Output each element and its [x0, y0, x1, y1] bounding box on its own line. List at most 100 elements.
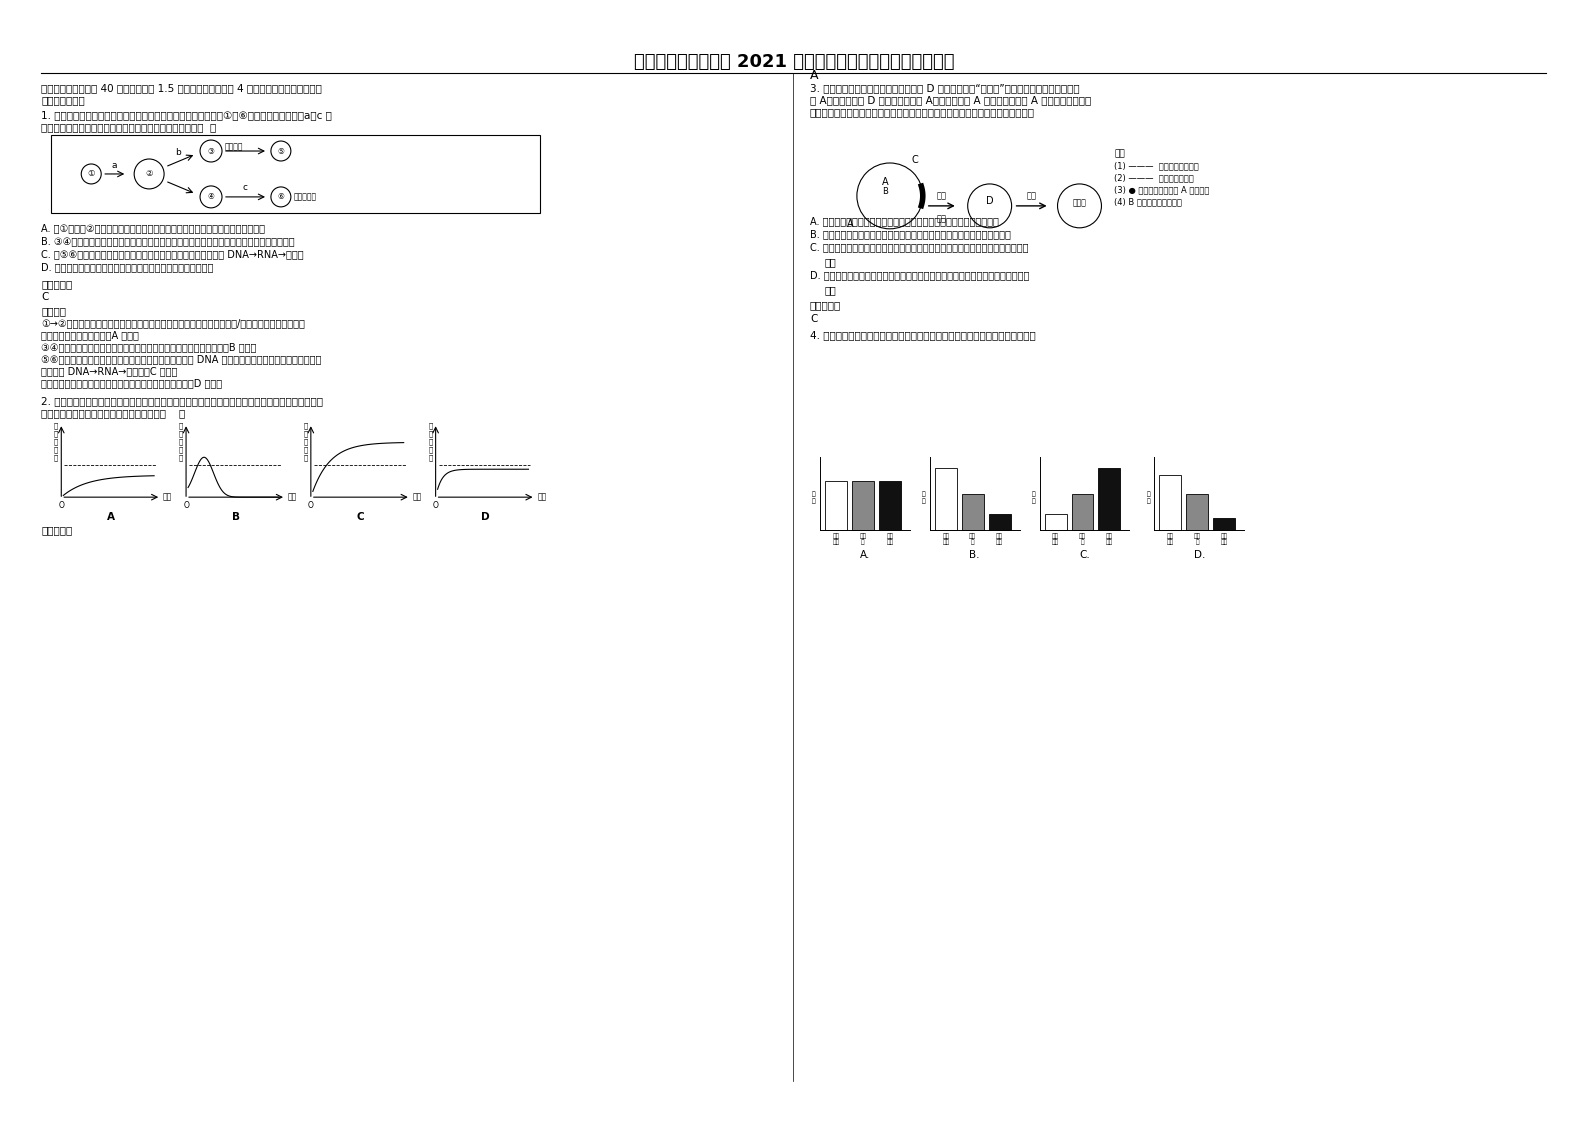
Text: 生后
殖期: 生后 殖期 [1106, 533, 1112, 545]
Text: 递方向为 DNA→RNA→蛋白质。C 正确；: 递方向为 DNA→RNA→蛋白质。C 正确； [41, 367, 178, 377]
Text: 浓: 浓 [428, 445, 433, 452]
Text: D. 在含氨苄青霉素的培养基上不能生长繁殖，但在含四环素的培育基能生长繁殖的: D. 在含氨苄青霉素的培养基上不能生长繁殖，但在含四环素的培育基能生长繁殖的 [809, 269, 1030, 279]
Text: 进行物质交换的能力减弱。A 错误；: 进行物质交换的能力减弱。A 错误； [41, 331, 140, 341]
Text: 素: 素 [54, 438, 59, 444]
Text: A: A [846, 219, 854, 229]
Text: 细菌: 细菌 [825, 285, 836, 295]
Text: A.: A. [860, 550, 870, 560]
Text: 浓: 浓 [179, 445, 183, 452]
Text: 重庆秀山县官桥中学 2021 年高三生物上学期期末试题含解析: 重庆秀山县官桥中学 2021 年高三生物上学期期末试题含解析 [633, 53, 954, 72]
Text: ⑤⑥高度分化已失去分裂能力，不能进行细胞分裂因而无 DNA 的复制，所以细胞内遗传信息的主要传: ⑤⑥高度分化已失去分裂能力，不能进行细胞分裂因而无 DNA 的复制，所以细胞内遗… [41, 355, 322, 365]
Text: 生: 生 [54, 422, 59, 429]
Bar [989, 514, 1011, 530]
Text: 上皮细胞: 上皮细胞 [225, 142, 243, 151]
Text: 浓: 浓 [54, 445, 59, 452]
Text: C: C [357, 512, 365, 522]
Text: D. 人在胚胎发育后期尾的消失是由于尾部细胞衰老死亡而实现的: D. 人在胚胎发育后期尾的消失是由于尾部细胞衰老死亡而实现的 [41, 261, 214, 272]
Bar [1071, 495, 1093, 530]
Text: 2. 将一盆栽植物横放于地，则其水平方向的主根近地一侧生长素浓度变化的曲线为（下图中虚线表示: 2. 将一盆栽植物横放于地，则其水平方向的主根近地一侧生长素浓度变化的曲线为（下… [41, 396, 324, 406]
Text: 对根生长既不促进也不抑制的生长素浓度）（    ）: 对根生长既不促进也不抑制的生长素浓度）（ ） [41, 408, 186, 419]
Text: C: C [41, 292, 49, 302]
Text: A. 与①相比，②的表面积／体积比值增大，与外界环境进行物质交换的能力也增强: A. 与①相比，②的表面积／体积比值增大，与外界环境进行物质交换的能力也增强 [41, 223, 265, 233]
Text: 生殖
期: 生殖 期 [970, 533, 976, 545]
Text: A: A [881, 177, 889, 187]
Text: 工程菌: 工程菌 [1073, 199, 1087, 208]
Text: 生殖
期: 生殖 期 [860, 533, 867, 545]
Text: C. 若⑤⑥己失去分裂能力，则其细胞内遗传信息的主要传递方向为 DNA→RNA→蛋白质: C. 若⑤⑥己失去分裂能力，则其细胞内遗传信息的主要传递方向为 DNA→RNA→… [41, 249, 305, 259]
Text: C: C [911, 155, 919, 165]
Text: 生幼
殖期: 生幼 殖期 [833, 533, 840, 545]
Text: O: O [59, 502, 63, 511]
Text: 示细胞所进行的生理过程。据图分析，下列叙述正确的是（  ）: 示细胞所进行的生理过程。据图分析，下列叙述正确的是（ ） [41, 122, 216, 132]
Text: 素: 素 [179, 438, 183, 444]
Text: 生后
殖期: 生后 殖期 [1220, 533, 1228, 545]
Text: 度: 度 [54, 454, 59, 460]
Text: 度: 度 [303, 454, 308, 460]
Text: ⑤: ⑤ [278, 147, 284, 156]
Text: 生殖
期: 生殖 期 [1079, 533, 1086, 545]
Text: B.: B. [970, 550, 979, 560]
Text: O: O [183, 502, 189, 511]
Text: a: a [111, 160, 117, 169]
Text: 4. 下列各图分别表示不同种群的三个年龄期个体数量，其中种群密度会增大的是: 4. 下列各图分别表示不同种群的三个年龄期个体数量，其中种群密度会增大的是 [809, 331, 1036, 341]
Text: O: O [433, 502, 438, 511]
Text: 浓: 浓 [303, 445, 308, 452]
Text: 生: 生 [179, 422, 183, 429]
Bar [1098, 469, 1120, 530]
Text: A. 在含氨苄青霉素的培养基和含四环素的培养基上均能生长繁殖的细胞: A. 在含氨苄青霉素的培养基和含四环素的培养基上均能生长繁殖的细胞 [809, 215, 998, 226]
Text: ③: ③ [208, 147, 214, 156]
Bar [879, 481, 901, 530]
Text: 生殖
期: 生殖 期 [1193, 533, 1201, 545]
Text: 参考答案：: 参考答案： [41, 278, 73, 288]
Text: 生后
殖期: 生后 殖期 [997, 533, 1003, 545]
Text: D: D [986, 196, 993, 206]
Bar [1187, 495, 1208, 530]
Text: A: A [809, 70, 819, 82]
Text: ②: ② [146, 169, 152, 178]
Text: 时间: 时间 [163, 493, 173, 502]
Text: 生: 生 [303, 422, 308, 429]
Text: 数
量: 数 量 [1147, 491, 1151, 504]
FancyBboxPatch shape [51, 135, 541, 213]
Text: 长: 长 [54, 430, 59, 436]
Text: 数
量: 数 量 [922, 491, 925, 504]
Bar [935, 469, 957, 530]
Text: 的基因能得到表达。能表明目的基因已与运载体结合，并被导入受体细胞的结果是: 的基因能得到表达。能表明目的基因已与运载体结合，并被导入受体细胞的结果是 [809, 107, 1035, 117]
Text: 骨骼肌细胞: 骨骼肌细胞 [294, 192, 317, 202]
Bar [825, 481, 847, 530]
Text: D: D [481, 512, 490, 522]
Text: 导入: 导入 [936, 191, 947, 200]
Text: 度: 度 [428, 454, 433, 460]
Text: C. 在含氨苄青霉素的培养基上能生长繁殖，但在含四环素的培育基不能生长繁殖的: C. 在含氨苄青霉素的培养基上能生长繁殖，但在含四环素的培育基不能生长繁殖的 [809, 242, 1028, 251]
Text: ④: ④ [208, 192, 214, 202]
Text: C: C [809, 314, 817, 323]
Text: 素: 素 [303, 438, 308, 444]
Text: B: B [232, 512, 240, 522]
Text: 长: 长 [428, 430, 433, 436]
Text: A: A [108, 512, 116, 522]
Text: (4) B 为生长激素合成基因: (4) B 为生长激素合成基因 [1114, 196, 1182, 206]
Text: 人在胚胎发育后期尾的消失是由于尾部细胞的程序性凋亡。D 错误。: 人在胚胎发育后期尾的消失是由于尾部细胞的程序性凋亡。D 错误。 [41, 378, 222, 388]
Bar [962, 495, 984, 530]
Text: D.: D. [1193, 550, 1205, 560]
Text: ①→②为细胞生长体积增大的过程，细胞体积增大则相对表面积（表面积/体积）减小，与外界环境: ①→②为细胞生长体积增大的过程，细胞体积增大则相对表面积（表面积/体积）减小，与… [41, 319, 305, 329]
Text: ⑥: ⑥ [278, 192, 284, 202]
Text: B: B [882, 187, 887, 196]
Text: 素: 素 [428, 438, 433, 444]
Text: 【详解】: 【详解】 [41, 306, 67, 316]
Text: 生幼
殖期: 生幼 殖期 [1166, 533, 1174, 545]
Text: (3) ● 为目的基因与质粒 A 的结合点: (3) ● 为目的基因与质粒 A 的结合点 [1114, 185, 1209, 194]
Text: 1. 下图为人体某早期胚胎所经历的生长发育阶段示意图。图中的①～⑥为各个时期的细胞，a～c 表: 1. 下图为人体某早期胚胎所经历的生长发育阶段示意图。图中的①～⑥为各个时期的细… [41, 110, 332, 120]
Bar [1214, 518, 1235, 530]
Text: 时间: 时间 [538, 493, 546, 502]
Text: O: O [308, 502, 314, 511]
Bar [852, 481, 874, 530]
Text: 参考答案：: 参考答案： [809, 301, 841, 311]
Bar [1160, 475, 1181, 530]
Text: ①: ① [87, 169, 95, 178]
Text: 时间: 时间 [413, 493, 422, 502]
Text: B. ③④均来源于早期胚细胞的有丝分裂，因此它们的遗传物质相同，基因表达的结果也将相同: B. ③④均来源于早期胚细胞的有丝分裂，因此它们的遗传物质相同，基因表达的结果也… [41, 236, 295, 246]
Text: 数
量: 数 量 [813, 491, 816, 504]
Text: 3. 下图是将人的生长激素基因导入细菌 D 细胞内，产生“工程菌”的示意图。所用的载体为质: 3. 下图是将人的生长激素基因导入细菌 D 细胞内，产生“工程菌”的示意图。所用… [809, 83, 1079, 93]
Text: b: b [175, 148, 181, 157]
